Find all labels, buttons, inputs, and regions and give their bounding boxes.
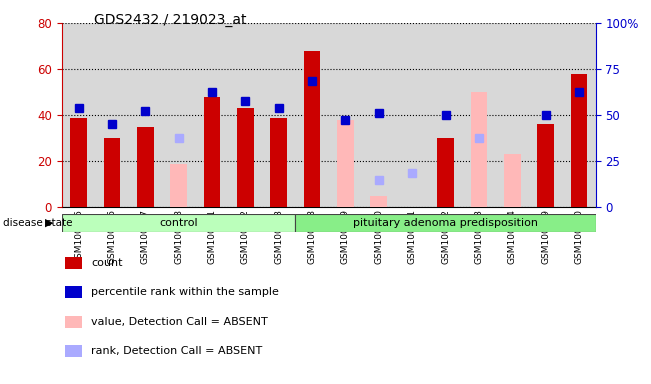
Bar <box>64 345 81 357</box>
Bar <box>562 23 596 207</box>
Text: GDS2432 / 219023_at: GDS2432 / 219023_at <box>94 13 247 27</box>
Bar <box>370 196 387 207</box>
Bar <box>337 120 353 207</box>
Bar <box>137 127 154 207</box>
Bar <box>537 124 554 207</box>
Bar <box>270 118 287 207</box>
Bar <box>64 316 81 328</box>
Bar <box>337 134 353 207</box>
Bar <box>262 23 296 207</box>
Bar <box>529 23 562 207</box>
Bar <box>195 23 229 207</box>
Bar <box>62 214 296 232</box>
Text: pituitary adenoma predisposition: pituitary adenoma predisposition <box>353 218 538 228</box>
Text: percentile rank within the sample: percentile rank within the sample <box>91 287 279 297</box>
Text: ▶: ▶ <box>45 218 53 228</box>
Bar <box>64 257 81 269</box>
Bar <box>62 23 95 207</box>
Bar <box>362 23 396 207</box>
Bar <box>70 118 87 207</box>
Bar <box>104 138 120 207</box>
Bar <box>296 214 596 232</box>
Bar <box>504 154 521 207</box>
Bar <box>329 23 362 207</box>
Bar <box>162 23 195 207</box>
Bar <box>429 23 462 207</box>
Text: count: count <box>91 258 122 268</box>
Bar <box>495 23 529 207</box>
Bar <box>471 92 487 207</box>
Bar <box>229 23 262 207</box>
Text: disease state: disease state <box>3 218 73 228</box>
Bar <box>304 51 320 207</box>
Text: control: control <box>159 218 198 228</box>
Bar <box>64 286 81 298</box>
Bar <box>171 164 187 207</box>
Text: value, Detection Call = ABSENT: value, Detection Call = ABSENT <box>91 317 268 327</box>
Bar <box>437 138 454 207</box>
Bar <box>396 23 429 207</box>
Bar <box>571 74 587 207</box>
Bar <box>204 97 220 207</box>
Bar <box>237 108 254 207</box>
Bar <box>95 23 129 207</box>
Text: rank, Detection Call = ABSENT: rank, Detection Call = ABSENT <box>91 346 262 356</box>
Bar <box>128 23 162 207</box>
Bar <box>296 23 329 207</box>
Bar <box>462 23 495 207</box>
